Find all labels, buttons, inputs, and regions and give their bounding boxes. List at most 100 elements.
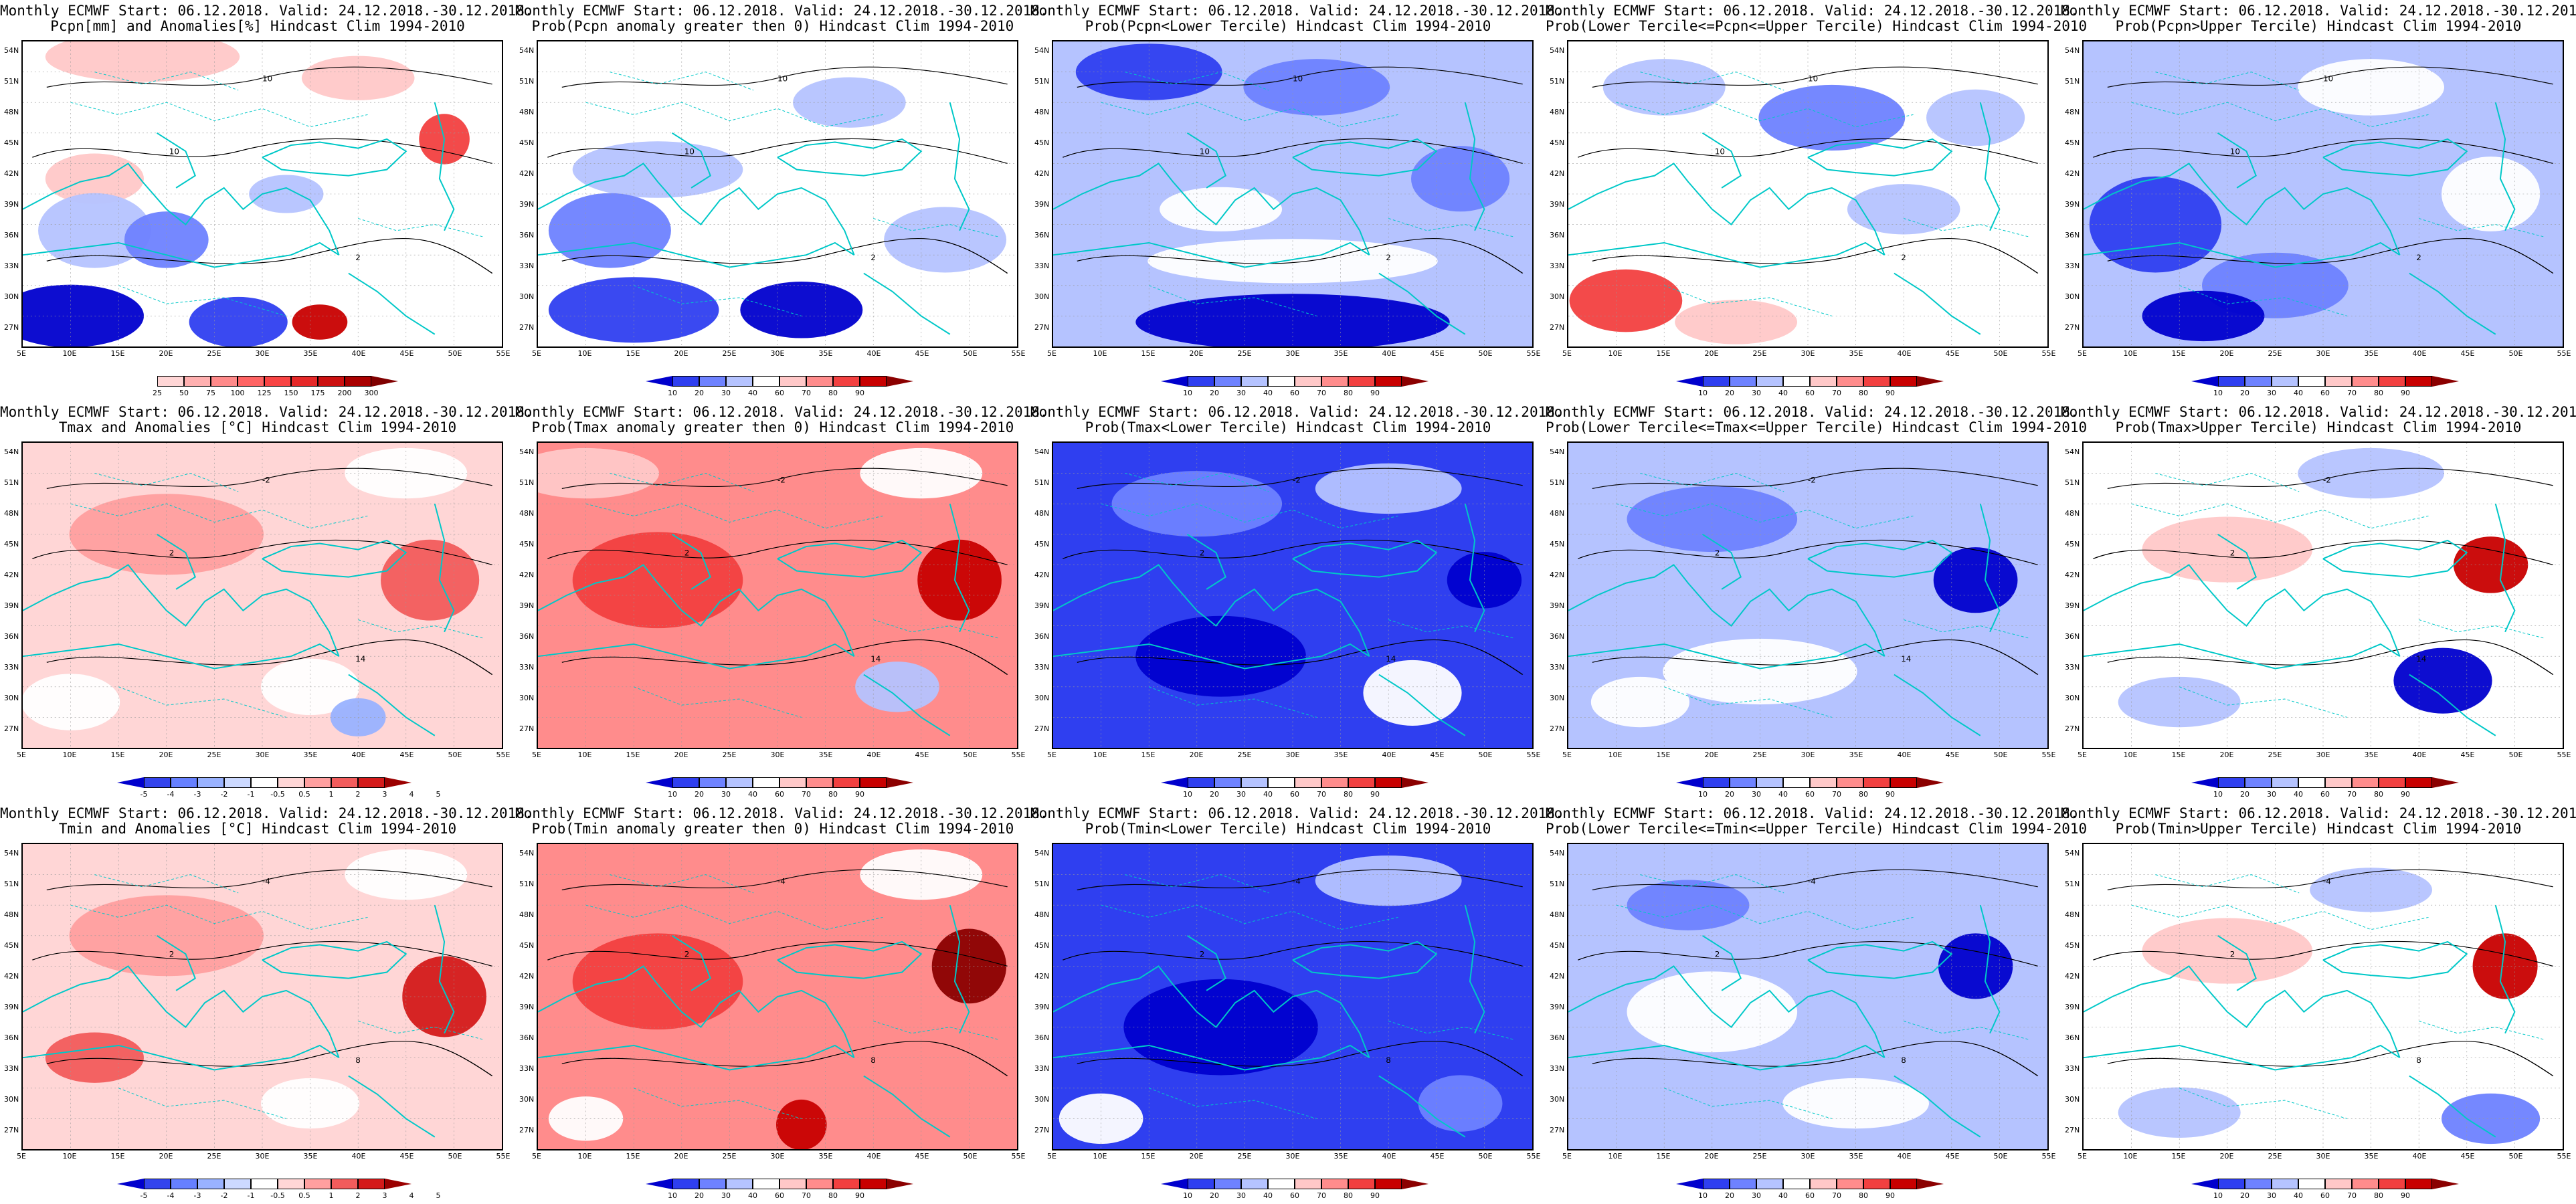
color-bar-tick-label: 80 bbox=[828, 1191, 838, 1200]
map-panel-tmin-prob-upper: Monthly ECMWF Start: 06.12.2018. Valid: … bbox=[2061, 803, 2576, 1204]
color-bar-swatch bbox=[1375, 777, 1402, 788]
map-area: 10 10 2 bbox=[21, 40, 503, 348]
longitude-tick-label: 50E bbox=[2508, 750, 2523, 759]
coastline bbox=[2084, 965, 2401, 1058]
color-bar-swatch bbox=[1810, 1179, 1837, 1189]
isoline bbox=[46, 66, 492, 88]
color-bar-tick-label: 30 bbox=[2267, 389, 2276, 397]
latitude-tick-label: 51N bbox=[519, 478, 535, 487]
latitude-tick-label: 27N bbox=[2065, 323, 2080, 332]
latitude-tick-label: 45N bbox=[1034, 138, 1050, 147]
field-shading-region bbox=[189, 296, 288, 346]
color-bar-tick-label: 40 bbox=[2294, 790, 2303, 799]
longitude-tick-label: 20E bbox=[2219, 750, 2234, 759]
color-bar-tick-label: 90 bbox=[1370, 389, 1380, 397]
longitude-tick-label: 30E bbox=[2316, 750, 2330, 759]
longitude-tick-label: 25E bbox=[1752, 750, 1767, 759]
country-border bbox=[2419, 218, 2544, 237]
isoline bbox=[1062, 940, 1524, 967]
field-shading-region bbox=[1569, 269, 1683, 332]
coastline bbox=[777, 940, 923, 979]
longitude-tick-label: 35E bbox=[303, 1152, 318, 1161]
color-bar-right-arrow bbox=[385, 777, 411, 788]
color-bar-swatch bbox=[1837, 777, 1863, 788]
panel-title-line1: Monthly ECMWF Start: 06.12.2018. Valid: … bbox=[515, 805, 1048, 821]
field-shading-region bbox=[884, 207, 1007, 273]
color-bar-tick-label: 70 bbox=[1317, 389, 1326, 397]
longitude-tick-label: 5E bbox=[2078, 750, 2087, 759]
color-bar-swatch bbox=[1348, 376, 1375, 387]
isoline bbox=[561, 66, 1008, 88]
isoline bbox=[561, 639, 1008, 675]
field-shading-region bbox=[572, 933, 743, 1030]
color-bar-swatch bbox=[197, 1179, 224, 1189]
longitude-tick-label: 40E bbox=[1382, 349, 1396, 358]
color-bar-tick-label: 70 bbox=[2347, 1191, 2357, 1200]
country-border bbox=[1904, 619, 2029, 639]
latitude-tick-label: 45N bbox=[2065, 941, 2080, 950]
longitude-tick-label: 10E bbox=[1608, 349, 1623, 358]
color-bar-swatch bbox=[2298, 376, 2325, 387]
color-bar-swatch bbox=[672, 777, 699, 788]
longitude-tick-label: 45E bbox=[2460, 349, 2475, 358]
map-panel-pcpn-prob-lower: Monthly ECMWF Start: 06.12.2018. Valid: … bbox=[1030, 0, 1564, 401]
coastline bbox=[262, 138, 407, 177]
color-bar-swatch bbox=[672, 376, 699, 387]
color-bar-tick-label: 0.5 bbox=[298, 790, 310, 799]
country-border bbox=[2155, 473, 2300, 492]
country-border bbox=[1640, 72, 1784, 91]
latitude-tick-label: 42N bbox=[519, 972, 535, 981]
color-bar-tick-label: 80 bbox=[1859, 790, 1868, 799]
map-field-svg: -4 2 8 bbox=[1053, 844, 1532, 1149]
contour-value-label: 10 bbox=[777, 74, 788, 83]
color-bar-tick-label: 20 bbox=[2240, 389, 2249, 397]
color-bar-swatch bbox=[318, 376, 345, 387]
map-panel-tmin-prob-middle: Monthly ECMWF Start: 06.12.2018. Valid: … bbox=[1546, 803, 2087, 1204]
coastline bbox=[1053, 241, 1370, 268]
color-bar-swatch bbox=[2405, 777, 2432, 788]
coastline bbox=[1378, 674, 1466, 736]
longitude-tick-label: 20E bbox=[1704, 349, 1719, 358]
longitude-tick-label: 40E bbox=[866, 750, 881, 759]
isoline bbox=[1592, 639, 2039, 675]
longitude-tick-label: 35E bbox=[1333, 750, 1348, 759]
color-bar-swatch bbox=[2298, 777, 2325, 788]
contour-value-label: 2 bbox=[684, 950, 690, 959]
color-bar-tick-label: 80 bbox=[2374, 389, 2383, 397]
map-panel-pcpn-anom: Monthly ECMWF Start: 06.12.2018. Valid: … bbox=[0, 0, 533, 401]
latitude-tick-label: 36N bbox=[519, 1033, 535, 1042]
coastline bbox=[2084, 241, 2401, 268]
country-border bbox=[2179, 1088, 2347, 1119]
latitude-tick-label: 51N bbox=[1550, 77, 1565, 86]
field-shading-region bbox=[1160, 187, 1283, 231]
color-bar-swatch bbox=[1188, 376, 1214, 387]
latitude-tick-label: 33N bbox=[1550, 1064, 1565, 1073]
contour-group bbox=[1577, 66, 2039, 274]
contour-value-label: 2 bbox=[1386, 253, 1391, 262]
country-border bbox=[1664, 686, 1832, 718]
color-bar-tick-label: 20 bbox=[2240, 1191, 2249, 1200]
latitude-tick-label: 39N bbox=[4, 1003, 19, 1011]
color-bar-tick-label: 60 bbox=[1805, 790, 1815, 799]
latitude-tick-label: 42N bbox=[2065, 571, 2080, 579]
latitude-tick-label: 33N bbox=[519, 663, 535, 672]
contour-value-label: 10 bbox=[2230, 147, 2240, 157]
longitude-tick-label: 5E bbox=[1047, 349, 1056, 358]
field-shading-region bbox=[1411, 146, 1510, 212]
coastline bbox=[1568, 965, 1885, 1058]
longitude-tick-label: 15E bbox=[1141, 349, 1156, 358]
isoline bbox=[46, 1041, 493, 1076]
latitude-tick-label: 54N bbox=[4, 849, 19, 858]
color-bar-swatch bbox=[753, 1179, 779, 1189]
latitude-tick-label: 33N bbox=[1034, 1064, 1050, 1073]
map-field-svg: 10 10 2 bbox=[1568, 41, 2047, 346]
isoline bbox=[1592, 468, 2038, 489]
isoline bbox=[561, 869, 1008, 890]
map-field-svg: -4 2 8 bbox=[1568, 844, 2047, 1149]
map-area: 10 10 2 bbox=[1567, 40, 2049, 348]
color-bar-tick-label: 75 bbox=[206, 389, 215, 397]
longitude-tick-label: 45E bbox=[1945, 1152, 1960, 1161]
longitude-tick-label: 50E bbox=[448, 1152, 462, 1161]
map-area: -4 2 8 bbox=[1567, 843, 2049, 1150]
longitude-tick-label: 15E bbox=[2171, 1152, 2186, 1161]
